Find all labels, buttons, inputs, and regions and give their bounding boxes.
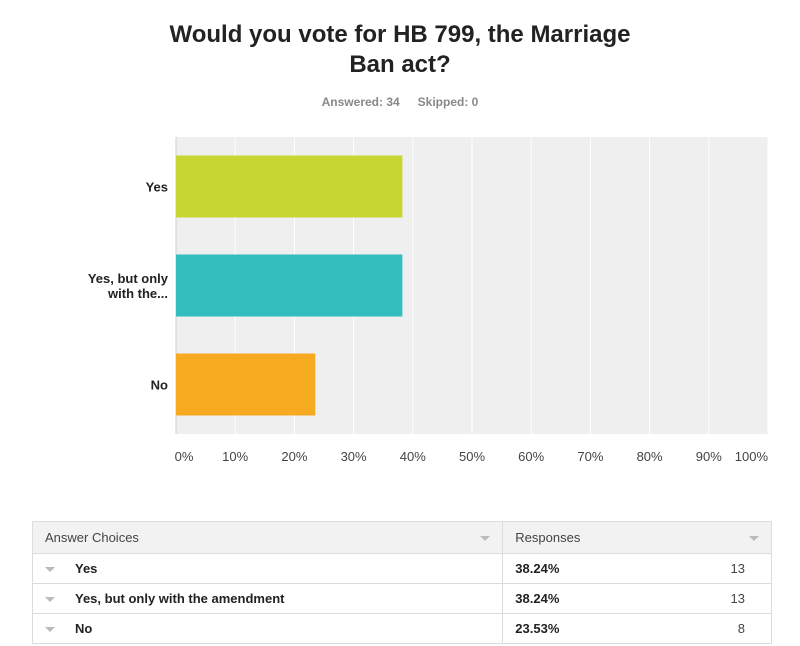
responses-header[interactable]: Responses [502,521,772,554]
count-cell: 13 [677,583,773,614]
choice-cell: Yes [31,553,503,584]
sort-chevron-icon[interactable] [749,536,759,541]
category-label: with the... [107,286,168,301]
choice-cell: Yes, but only with the amendment [31,583,503,614]
x-tick-label: 0% [175,449,194,464]
x-tick-label: 60% [518,449,544,464]
answer-choices-header[interactable]: Answer Choices [31,521,504,554]
answered-count: Answered: 34 [321,95,400,109]
choice-label: Yes, but only with the amendment [75,591,285,606]
sort-chevron-icon[interactable] [480,536,491,541]
answer-choices-header-label: Answer Choices [45,530,139,545]
x-tick-label: 80% [637,449,663,464]
x-tick-label: 30% [341,449,367,464]
category-label: No [151,378,168,393]
x-tick-label: 100% [735,449,769,464]
response-stats: Answered: 34 Skipped: 0 [0,95,800,109]
x-tick-label: 10% [222,449,248,464]
x-tick-label: 50% [459,449,485,464]
category-label: Yes [146,180,168,195]
category-label: Yes, but only [88,271,169,286]
responses-header-label: Responses [515,530,581,545]
x-tick-label: 40% [400,449,426,464]
choice-label: No [75,621,93,636]
choice-cell: No [31,613,503,644]
chart-title: Would you vote for HB 799, the Marriage … [0,20,800,80]
bar [176,254,403,317]
table-header-row: Answer Choices Responses [31,521,772,554]
x-tick-label: 90% [696,449,722,464]
bar [176,155,403,218]
expand-chevron-icon[interactable] [45,597,55,603]
chart-title-line-2: Ban act? [349,51,451,78]
choice-label: Yes [75,561,98,576]
skipped-count: Skipped: 0 [417,95,479,109]
percent-cell: 23.53% [502,613,678,644]
table-row: Yes 38.24% 13 [31,553,773,584]
expand-chevron-icon[interactable] [45,567,55,573]
x-tick-label: 20% [281,449,307,464]
x-tick-label: 70% [577,449,603,464]
table-row: Yes, but only with the amendment 38.24% … [31,583,773,614]
count-cell: 8 [677,613,773,644]
bar [176,353,316,416]
bar-chart: 0% 10% 20% 30% 40% 50% 60% 70% 80% 90% 100% Yes Yes,… [88,137,769,464]
responses-table: Answer Choices Responses Yes 38.24% 13 Y… [31,521,773,644]
expand-chevron-icon[interactable] [45,627,55,633]
percent-cell: 38.24% [502,553,678,584]
count-cell: 13 [677,553,773,584]
chart-title-line-1: Would you vote for HB 799, the Marriage [169,21,631,48]
table-row: No 23.53% 8 [31,613,773,644]
percent-cell: 38.24% [502,583,678,614]
